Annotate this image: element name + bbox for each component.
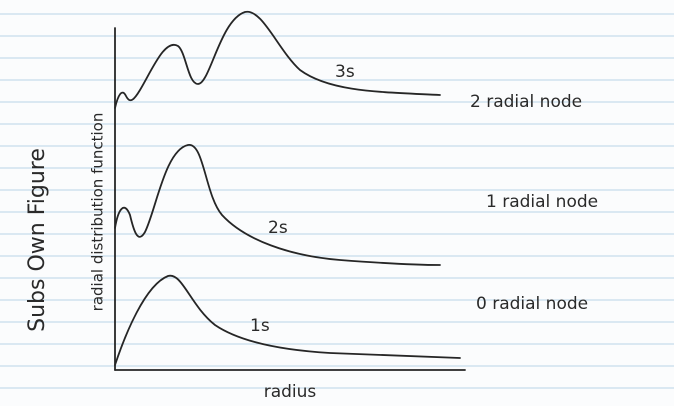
paper-lines: [0, 13, 674, 389]
curve-2s: [114, 144, 441, 266]
y-axis-label: radial distribution function: [89, 113, 107, 312]
node-note: 1 radial node: [486, 192, 598, 212]
curve-1s: [114, 275, 461, 366]
curve-label: 2s: [268, 218, 288, 238]
x-axis-label: radius: [264, 382, 317, 402]
curve-3s: [114, 11, 441, 109]
side-note: Subs Own Figure: [25, 148, 50, 332]
curve-label: 3s: [335, 62, 355, 82]
node-note: 0 radial node: [476, 294, 588, 314]
curve-label: 1s: [250, 316, 270, 336]
node-note: 2 radial node: [470, 92, 582, 112]
